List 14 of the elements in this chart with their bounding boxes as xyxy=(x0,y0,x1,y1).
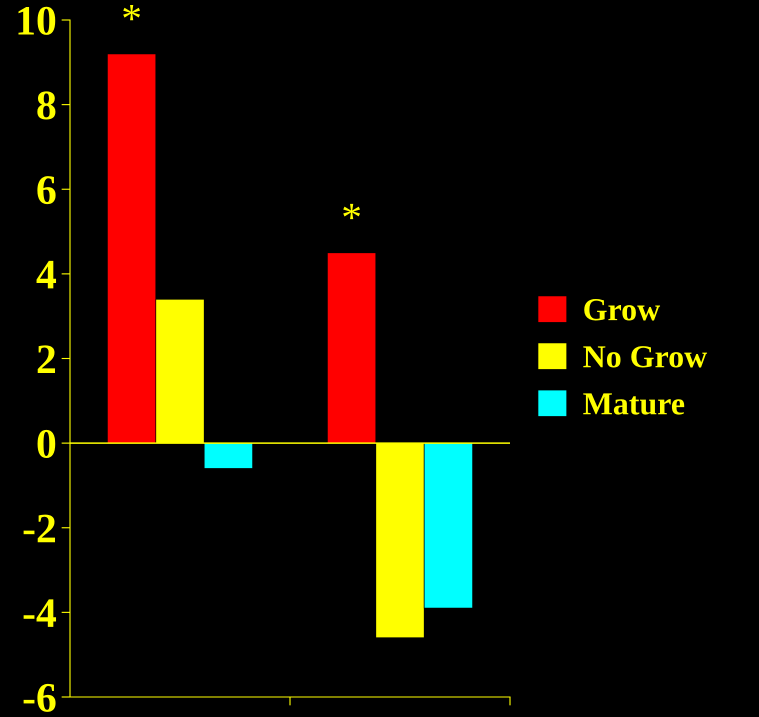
annotation: * xyxy=(123,4,140,20)
y-tick-label: 0 xyxy=(38,430,56,458)
legend-label: Mature xyxy=(583,393,684,415)
y-tick-label: 10 xyxy=(18,6,56,35)
y-tick-label: 4 xyxy=(36,260,56,288)
y-tick-label: -6 xyxy=(24,684,56,712)
y-tick-label: 8 xyxy=(37,91,56,120)
annotation: * xyxy=(343,204,360,220)
legend-label: Grow xyxy=(584,299,660,320)
y-tick-label: 2 xyxy=(38,345,56,373)
y-tick-label: 6 xyxy=(37,176,56,204)
y-tick-label: -2 xyxy=(24,514,56,542)
y-tick-label: -4 xyxy=(24,599,56,627)
legend-label: No Grow xyxy=(583,346,708,368)
